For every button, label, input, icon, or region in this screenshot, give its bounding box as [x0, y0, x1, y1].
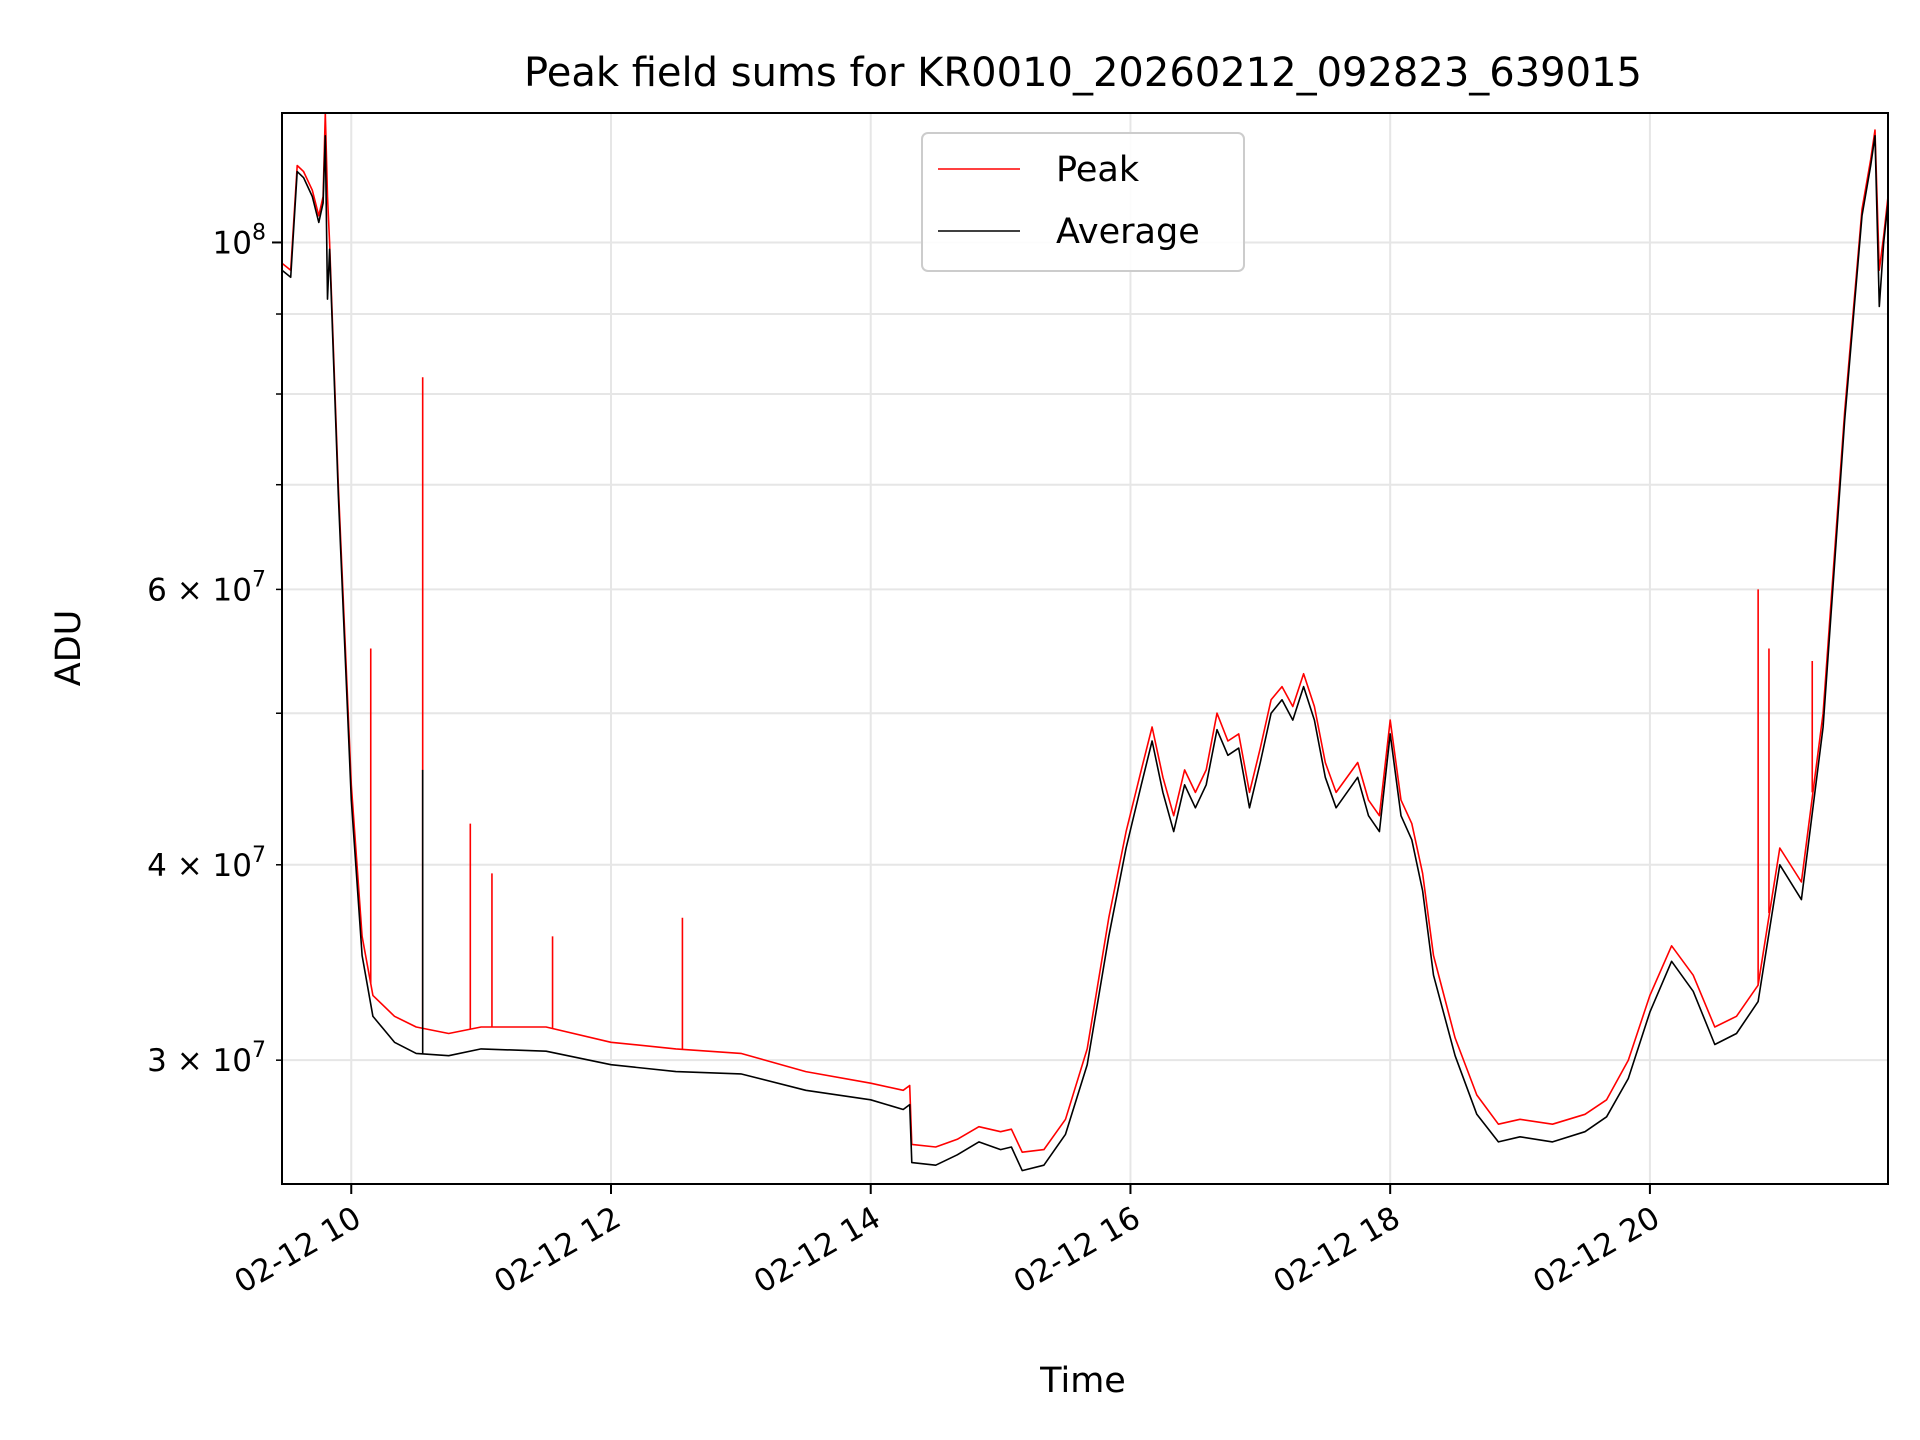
legend-frame — [921, 132, 1245, 272]
legend-label-peak: Peak — [1056, 150, 1140, 190]
plot-frame — [281, 112, 1889, 1185]
y-tick-label: 6 × 107 — [147, 567, 266, 608]
x-axis-label: Time — [1039, 1361, 1126, 1401]
series-layer — [282, 113, 1888, 1172]
legend: Peak Average — [921, 132, 1245, 272]
y-axis-label: ADU — [49, 610, 89, 687]
chart-title: Peak field sums for KR0010_20260212_0928… — [524, 50, 1642, 96]
y-tick-label: 108 — [213, 220, 266, 261]
legend-label-average: Average — [1056, 212, 1200, 252]
y-tick-label: 4 × 107 — [147, 843, 266, 884]
series-line-average — [282, 135, 1888, 1172]
series-line-peak — [282, 113, 1888, 1153]
y-tick-label: 3 × 107 — [147, 1038, 266, 1079]
